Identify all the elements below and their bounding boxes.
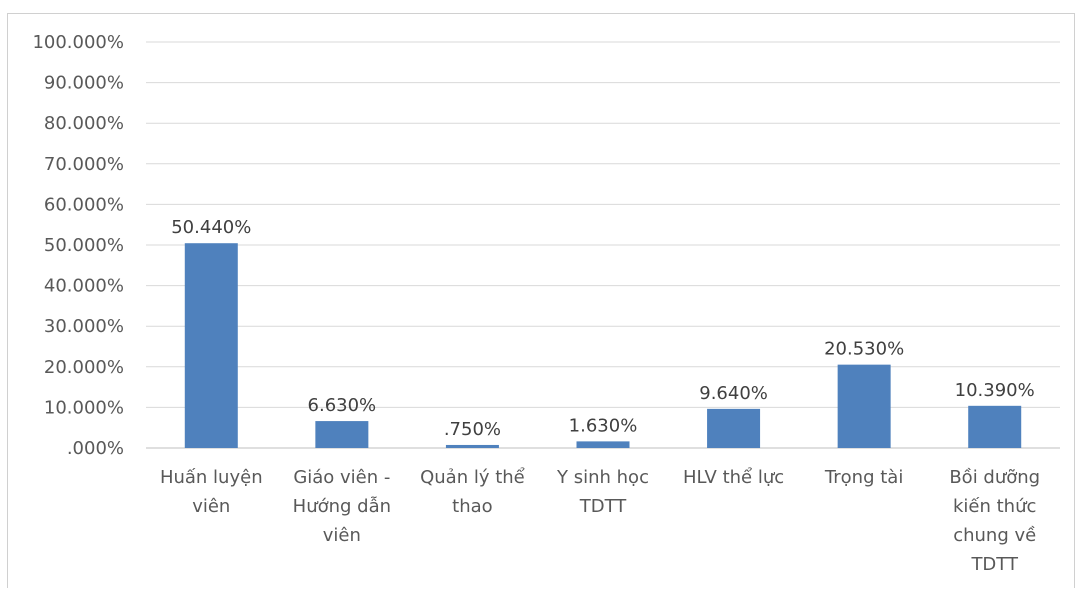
bar: [837, 364, 891, 448]
category-label-line: Trọng tài: [824, 467, 903, 488]
y-tick-label: 100.000%: [32, 32, 124, 53]
bar: [576, 441, 630, 448]
category-label: HLV thể lực: [683, 467, 784, 488]
x-axis-category-labels: Huấn luyện viên Giáo viên - Hướng dẫn viên Qu…: [160, 467, 1040, 575]
category-label-line: Bồi dưỡng: [949, 467, 1040, 488]
y-tick-label: 20.000%: [44, 357, 124, 378]
bar-data-label: .750%: [444, 419, 501, 440]
bar-data-label: 10.390%: [955, 380, 1035, 401]
category-label-line: chung về: [953, 525, 1036, 546]
y-tick-label: 60.000%: [44, 194, 124, 215]
y-tick-label: 70.000%: [44, 154, 124, 175]
y-tick-label: 40.000%: [44, 276, 124, 297]
bar-data-label: 6.630%: [308, 395, 377, 416]
category-label-line: Y sinh học: [556, 467, 649, 488]
bar: [445, 444, 499, 448]
y-tick-label: 90.000%: [44, 73, 124, 94]
chart-frame: 100.000% 90.000% 80.000% 70.000% 60.000% 50.0…: [7, 13, 1075, 588]
y-tick-label: 30.000%: [44, 316, 124, 337]
y-tick-label: 50.000%: [44, 235, 124, 256]
y-axis-tick-labels: 100.000% 90.000% 80.000% 70.000% 60.000% 50.0…: [32, 32, 124, 459]
category-label-line: Huấn luyện: [160, 467, 263, 488]
bar: [184, 243, 238, 448]
category-label-line: Giáo viên -: [293, 467, 390, 488]
category-label-line: Quản lý thể: [420, 467, 525, 488]
category-label: Y sinh học TDTT: [556, 467, 649, 517]
category-label-line: kiến thức: [953, 496, 1036, 517]
bars: [184, 243, 1022, 448]
category-label: Trọng tài: [824, 467, 903, 488]
category-label: Giáo viên - Hướng dẫn viên: [293, 467, 391, 546]
y-tick-label: 80.000%: [44, 113, 124, 134]
category-label-line: thao: [452, 496, 493, 517]
category-label: Bồi dưỡng kiến thức chung về TDTT: [949, 467, 1040, 575]
category-label-line: TDTT: [970, 554, 1019, 575]
bar-data-label: 50.440%: [171, 217, 251, 238]
category-label-line: Hướng dẫn: [293, 496, 391, 517]
category-label: Quản lý thể thao: [420, 467, 525, 517]
y-tick-label: 10.000%: [44, 397, 124, 418]
category-label-line: HLV thể lực: [683, 467, 784, 488]
y-tick-label: .000%: [67, 438, 124, 459]
bar-data-label: 20.530%: [824, 339, 904, 360]
bar-chart: 100.000% 90.000% 80.000% 70.000% 60.000% 50.0…: [32, 32, 1060, 575]
category-label-line: viên: [323, 525, 361, 546]
data-labels: 50.440% 6.630% .750% 1.630% 9.640% 20.530% 10.…: [171, 217, 1035, 440]
category-label: Huấn luyện viên: [160, 467, 263, 517]
bar-data-label: 9.640%: [699, 383, 768, 404]
category-label-line: viên: [192, 496, 230, 517]
bar-data-label: 1.630%: [569, 415, 638, 436]
bar: [315, 421, 369, 448]
bar: [968, 405, 1022, 448]
gridlines: [146, 41, 1060, 449]
category-label-line: TDTT: [579, 496, 628, 517]
bar: [707, 408, 761, 448]
